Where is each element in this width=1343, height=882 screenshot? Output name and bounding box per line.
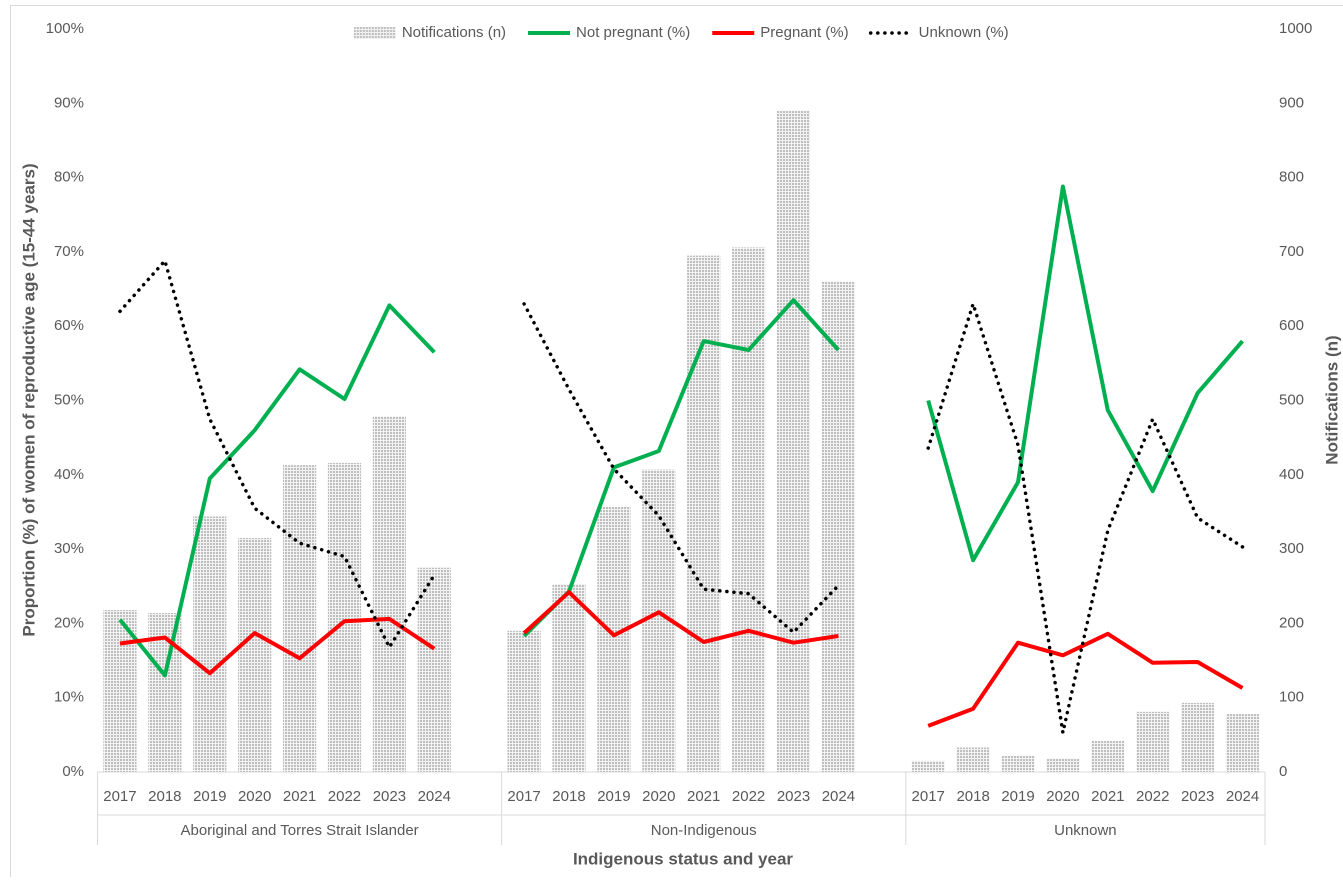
x-tick-label: 2017: [912, 788, 945, 805]
bar: [1226, 714, 1259, 772]
x-tick-label: 2018: [148, 788, 181, 805]
bar: [732, 247, 765, 772]
y2-tick-label: 300: [1279, 540, 1304, 557]
bar: [1001, 756, 1034, 772]
y-axis-title: Proportion (%) of women of reproductive …: [19, 163, 38, 636]
x-tick-label: 2024: [418, 788, 451, 805]
legend-label: Not pregnant (%): [576, 24, 690, 41]
bar: [328, 463, 361, 772]
bar: [373, 416, 406, 772]
bar: [283, 465, 316, 772]
legend-label: Pregnant (%): [760, 24, 848, 41]
bar: [1091, 741, 1124, 772]
x-tick-label: 2017: [507, 788, 540, 805]
group-label: Unknown: [1054, 822, 1117, 839]
x-tick-label: 2020: [642, 788, 675, 805]
bar: [418, 568, 451, 772]
bar: [957, 747, 990, 772]
x-tick-label: 2019: [193, 788, 226, 805]
y-tick-label: 100%: [46, 20, 84, 37]
bar: [507, 631, 540, 772]
bar: [1181, 703, 1214, 772]
x-tick-label: 2020: [238, 788, 271, 805]
bar: [552, 584, 585, 772]
y2-tick-label: 900: [1279, 94, 1304, 111]
y-tick-label: 60%: [54, 317, 84, 334]
legend-swatch: [354, 27, 396, 39]
group-label: Non-Indigenous: [651, 822, 757, 839]
y2-tick-label: 800: [1279, 169, 1304, 186]
y-tick-label: 50%: [54, 391, 84, 408]
x-tick-label: 2024: [1226, 788, 1259, 805]
y2-tick-label: 400: [1279, 466, 1304, 483]
group-label: Aboriginal and Torres Strait Islander: [180, 822, 418, 839]
y2-tick-label: 200: [1279, 614, 1304, 631]
y-tick-label: 0%: [62, 763, 84, 780]
bar: [822, 282, 855, 772]
legend-label: Unknown (%): [919, 24, 1009, 41]
y2-tick-label: 500: [1279, 391, 1304, 408]
y-tick-label: 80%: [54, 169, 84, 186]
y-tick-label: 20%: [54, 614, 84, 631]
y2-axis-title: Notifications (n): [1322, 335, 1341, 464]
x-tick-label: 2023: [1181, 788, 1214, 805]
x-tick-label: 2019: [1001, 788, 1034, 805]
x-tick-label: 2017: [103, 788, 136, 805]
bar: [687, 256, 720, 772]
y2-tick-label: 100: [1279, 689, 1304, 706]
bar: [193, 516, 226, 772]
y-tick-label: 70%: [54, 243, 84, 260]
x-tick-label: 2018: [552, 788, 585, 805]
x-tick-label: 2020: [1046, 788, 1079, 805]
x-tick-label: 2021: [1091, 788, 1124, 805]
x-tick-label: 2021: [283, 788, 316, 805]
bar: [777, 111, 810, 772]
x-tick-label: 2023: [777, 788, 810, 805]
bar: [1136, 712, 1169, 772]
y-tick-label: 10%: [54, 689, 84, 706]
y-tick-label: 40%: [54, 466, 84, 483]
x-tick-label: 2022: [1136, 788, 1169, 805]
bar: [1046, 759, 1079, 772]
y-tick-label: 90%: [54, 94, 84, 111]
bar: [912, 761, 945, 772]
y2-tick-label: 1000: [1279, 20, 1312, 37]
y2-tick-label: 600: [1279, 317, 1304, 334]
x-tick-label: 2021: [687, 788, 720, 805]
x-tick-label: 2018: [956, 788, 989, 805]
x-tick-label: 2024: [822, 788, 855, 805]
x-tick-label: 2023: [373, 788, 406, 805]
x-axis-title: Indigenous status and year: [573, 849, 793, 868]
bar: [597, 507, 630, 772]
x-tick-label: 2022: [328, 788, 361, 805]
x-tick-label: 2019: [597, 788, 630, 805]
x-tick-label: 2022: [732, 788, 765, 805]
y-tick-label: 30%: [54, 540, 84, 557]
legend-label: Notifications (n): [402, 24, 506, 41]
bar: [238, 538, 271, 772]
y2-tick-label: 700: [1279, 243, 1304, 260]
y2-tick-label: 0: [1279, 763, 1287, 780]
